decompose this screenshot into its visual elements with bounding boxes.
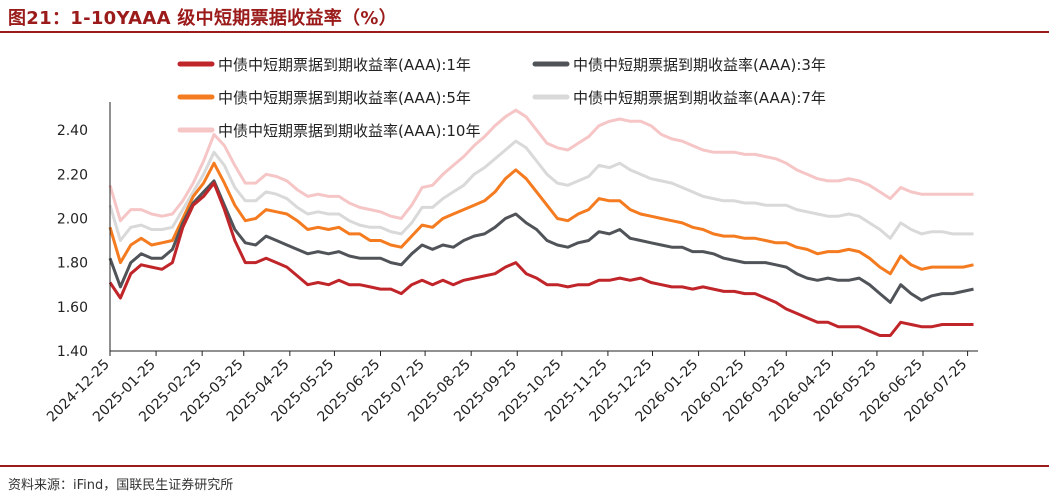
legend: 中债中短期票据到期收益率(AAA):1年 中债中短期票据到期收益率(AAA):3年…	[177, 56, 826, 140]
legend-label-1: 中债中短期票据到期收益率(AAA):1年	[218, 56, 471, 74]
series-line-5	[108, 108, 974, 223]
series-line-2	[108, 179, 974, 304]
y-tick-label: 1.40	[57, 344, 88, 360]
page-title: 图21：1-10YAAA 级中短期票据收益率（%）	[8, 8, 397, 29]
y-tick-label: 2.40	[57, 123, 88, 139]
y-tick-label: 2.20	[57, 167, 88, 183]
legend-label-4: 中债中短期票据到期收益率(AAA):7年	[573, 89, 826, 107]
y-tick-label: 1.80	[57, 256, 88, 272]
title-divider	[0, 31, 1049, 33]
y-tick-label: 2.00	[57, 211, 88, 227]
plot-lines	[108, 108, 974, 337]
bottom-divider	[0, 465, 1049, 467]
legend-label-5: 中债中短期票据到期收益率(AAA):10年	[218, 122, 480, 140]
legend-label-3: 中债中短期票据到期收益率(AAA):5年	[218, 89, 471, 107]
series-line-3	[108, 161, 974, 276]
series-line-1	[108, 181, 974, 337]
source-note: 资料来源：iFind，国联民生证券研究所	[8, 478, 234, 493]
legend-label-2: 中债中短期票据到期收益率(AAA):3年	[573, 56, 826, 74]
y-tick-label: 1.60	[57, 300, 88, 316]
series-line-4	[108, 139, 974, 242]
